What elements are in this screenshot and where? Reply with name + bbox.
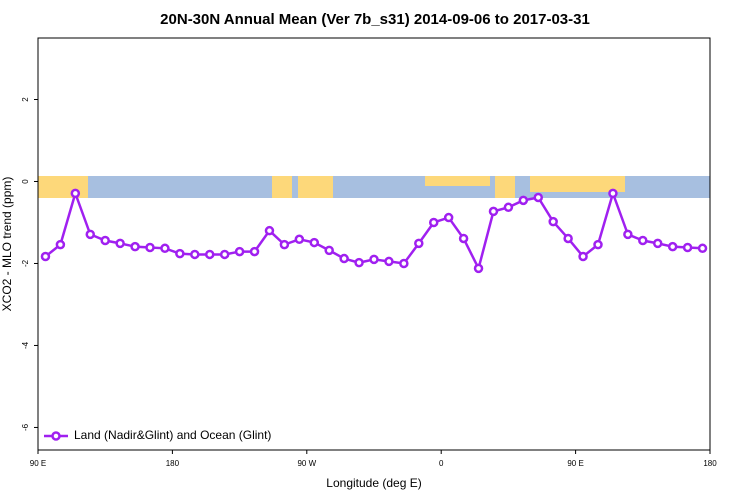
y-tick-label: -2 <box>21 259 30 267</box>
data-point <box>414 238 424 249</box>
y-tick-label: 2 <box>21 97 30 102</box>
data-point <box>638 235 648 246</box>
x-tick-label: 0 <box>439 459 444 468</box>
data-point <box>145 242 155 253</box>
data-point <box>249 246 260 257</box>
legend-marker <box>51 431 61 441</box>
data-point <box>473 263 484 274</box>
data-point <box>175 248 185 259</box>
data-point <box>55 239 66 250</box>
data-point <box>652 238 663 249</box>
x-tick-label: 90 E <box>567 459 583 468</box>
map-band <box>38 176 710 198</box>
x-tick-label: 180 <box>703 459 717 468</box>
data-point <box>593 239 603 250</box>
data-point <box>160 243 170 254</box>
data-point <box>697 243 708 254</box>
data-point <box>667 241 678 252</box>
data-point <box>608 188 618 199</box>
data-point <box>533 192 544 203</box>
data-point <box>85 229 96 240</box>
data-point <box>70 188 81 199</box>
data-point <box>399 258 409 269</box>
data-point <box>190 249 200 260</box>
data-point <box>204 249 215 260</box>
data-point <box>279 239 290 250</box>
data-point <box>264 225 275 236</box>
y-axis-label: XCO2 - MLO trend (ppm) <box>0 177 14 312</box>
data-point <box>324 245 334 256</box>
legend-label: Land (Nadir&Glint) and Ocean (Glint) <box>74 428 271 442</box>
data-point <box>503 202 514 213</box>
data-point <box>488 206 499 217</box>
data-point <box>339 253 349 264</box>
x-tick-label: 180 <box>166 459 180 468</box>
x-axis-label: Longitude (deg E) <box>326 476 421 490</box>
data-point <box>384 256 394 267</box>
data-point <box>130 241 140 252</box>
data-point <box>563 233 573 244</box>
data-point <box>100 235 110 246</box>
data-point <box>428 217 439 228</box>
data-point <box>294 234 305 245</box>
plot-frame <box>37 37 711 451</box>
data-point <box>548 216 558 227</box>
data-point <box>443 212 454 223</box>
x-tick-label: 90 E <box>30 459 46 468</box>
data-point <box>219 249 230 260</box>
data-point <box>309 237 320 248</box>
data-point <box>115 238 125 249</box>
data-point <box>458 233 469 244</box>
data-point <box>682 242 693 253</box>
data-point <box>234 246 245 257</box>
data-point <box>354 257 364 268</box>
y-tick-label: 0 <box>21 179 30 184</box>
data-point <box>518 195 529 206</box>
data-point <box>40 251 51 262</box>
y-tick-label: -4 <box>21 341 30 349</box>
data-point <box>578 251 588 262</box>
chart-title: 20N-30N Annual Mean (Ver 7b_s31) 2014-09… <box>160 11 590 28</box>
x-tick-label: 90 W <box>297 459 316 468</box>
data-point <box>369 254 379 265</box>
data-point <box>623 229 633 240</box>
y-tick-label: -6 <box>21 423 30 431</box>
